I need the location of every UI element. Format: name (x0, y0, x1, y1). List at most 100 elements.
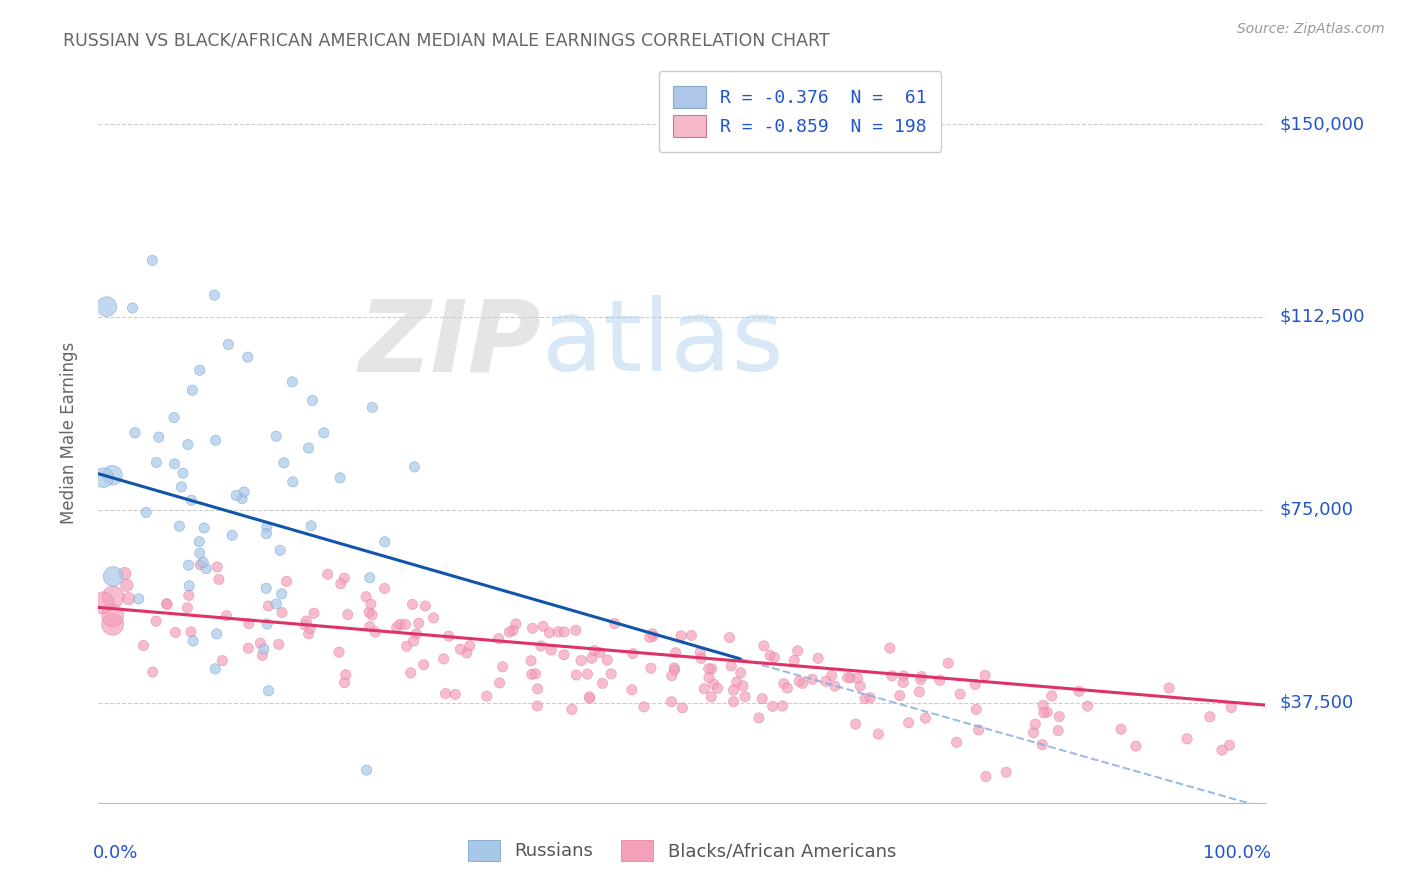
Point (530, 639, 553, 653)
Text: Source: ZipAtlas.com: Source: ZipAtlas.com (1237, 22, 1385, 37)
Point (681, 628, 703, 642)
Point (488, 632, 510, 646)
Point (849, 679, 872, 693)
Point (665, 646, 688, 660)
Point (492, 660, 515, 674)
Text: atlas: atlas (541, 295, 783, 392)
Point (177, 588, 200, 602)
Point (188, 534, 211, 549)
Point (114, 566, 136, 581)
Point (725, 675, 748, 690)
Point (374, 582, 396, 596)
Point (538, 625, 561, 640)
Point (700, 690, 723, 704)
Point (202, 288, 225, 302)
Point (395, 640, 418, 654)
Point (1067, 684, 1090, 698)
Point (893, 669, 915, 683)
Point (256, 526, 278, 541)
Point (449, 642, 471, 657)
Point (408, 616, 430, 631)
Point (276, 574, 298, 589)
Point (333, 675, 356, 690)
Point (404, 459, 426, 474)
Point (576, 667, 599, 681)
Point (204, 662, 226, 676)
Point (661, 695, 683, 709)
Point (730, 665, 752, 680)
Point (118, 591, 141, 606)
Point (299, 519, 322, 533)
Point (145, 614, 167, 628)
Point (170, 480, 193, 494)
Point (204, 434, 226, 448)
Point (1175, 731, 1198, 746)
Point (720, 659, 742, 673)
Point (661, 668, 683, 682)
Point (643, 629, 665, 643)
Point (641, 627, 664, 641)
Point (814, 674, 837, 689)
Point (1125, 739, 1147, 753)
Point (273, 456, 295, 470)
Point (356, 763, 378, 777)
Legend: Russians, Blacks/African Americans: Russians, Blacks/African Americans (461, 832, 903, 868)
Point (600, 667, 623, 681)
Point (165, 625, 187, 640)
Point (547, 624, 569, 639)
Point (700, 662, 723, 676)
Point (578, 690, 600, 704)
Point (215, 608, 238, 623)
Point (412, 657, 434, 672)
Point (879, 641, 901, 656)
Point (359, 571, 381, 585)
Point (267, 637, 290, 651)
Point (718, 631, 741, 645)
Point (195, 562, 218, 576)
Point (475, 689, 498, 703)
Point (526, 698, 548, 713)
Point (101, 590, 124, 604)
Point (115, 578, 138, 592)
Point (531, 619, 554, 633)
Point (748, 711, 770, 725)
Point (191, 555, 214, 569)
Point (723, 695, 745, 709)
Text: $112,500: $112,500 (1279, 308, 1365, 326)
Point (995, 765, 1018, 780)
Point (488, 676, 510, 690)
Point (96, 300, 118, 314)
Point (807, 651, 830, 665)
Point (897, 715, 920, 730)
Point (401, 598, 423, 612)
Point (336, 607, 359, 622)
Point (578, 691, 600, 706)
Point (172, 466, 194, 480)
Point (633, 699, 655, 714)
Point (498, 624, 520, 639)
Point (101, 617, 124, 632)
Point (433, 652, 456, 666)
Point (697, 671, 720, 685)
Point (456, 646, 478, 660)
Point (142, 665, 165, 679)
Point (176, 600, 198, 615)
Point (706, 681, 728, 696)
Point (359, 620, 381, 634)
Point (763, 650, 786, 665)
Point (502, 624, 524, 638)
Point (91, 596, 114, 610)
Point (581, 651, 603, 665)
Point (928, 673, 950, 688)
Point (731, 679, 754, 693)
Point (354, 590, 377, 604)
Point (257, 683, 280, 698)
Point (776, 681, 799, 695)
Point (783, 653, 806, 667)
Point (359, 605, 381, 619)
Point (169, 519, 191, 533)
Point (256, 617, 278, 632)
Point (148, 430, 170, 444)
Point (868, 727, 890, 741)
Point (364, 625, 387, 640)
